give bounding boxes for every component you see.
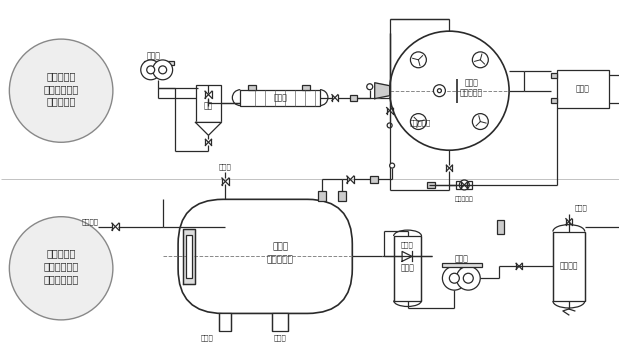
Bar: [443, 263, 482, 267]
Text: 空干燥系统图: 空干燥系统图: [43, 274, 79, 284]
Text: 硫水口: 硫水口: [201, 334, 214, 341]
Bar: [183, 228, 195, 284]
Text: 热水加热、: 热水加热、: [46, 71, 76, 81]
Bar: [319, 191, 326, 201]
Text: 过滤放空阀: 过滤放空阀: [410, 119, 431, 126]
Text: 热水管道泵: 热水管道泵: [455, 196, 474, 202]
Text: 缓冲罐: 缓冲罐: [401, 264, 415, 273]
Bar: [557, 70, 609, 107]
Polygon shape: [402, 251, 412, 261]
Text: 蒸汽型: 蒸汽型: [272, 242, 288, 251]
Text: 排污口: 排污口: [274, 334, 286, 341]
Bar: [195, 85, 221, 122]
Circle shape: [387, 123, 392, 128]
Text: 冷凝器: 冷凝器: [273, 93, 287, 102]
Circle shape: [9, 217, 113, 320]
Circle shape: [472, 114, 489, 130]
Circle shape: [141, 60, 161, 80]
Bar: [248, 85, 256, 90]
Bar: [302, 85, 310, 90]
Polygon shape: [195, 122, 221, 135]
Bar: [456, 181, 472, 189]
Text: 真空干燥器: 真空干燥器: [267, 255, 294, 264]
Polygon shape: [374, 83, 389, 99]
Text: 溶剂回收真空: 溶剂回收真空: [43, 84, 79, 94]
FancyBboxPatch shape: [178, 199, 352, 313]
Text: 真空泵: 真空泵: [454, 254, 468, 263]
Bar: [553, 232, 585, 301]
Circle shape: [438, 89, 441, 93]
Bar: [427, 182, 435, 188]
Bar: [497, 220, 504, 233]
Bar: [551, 73, 557, 78]
Circle shape: [459, 180, 469, 190]
Bar: [144, 61, 174, 65]
Text: 热水型: 热水型: [464, 78, 478, 87]
Circle shape: [147, 66, 155, 74]
Circle shape: [367, 84, 373, 90]
Text: 真空干燥器: 真空干燥器: [459, 88, 483, 97]
Circle shape: [389, 31, 509, 150]
Text: 蒸汽加热、: 蒸汽加热、: [46, 248, 76, 258]
Bar: [350, 95, 356, 101]
Text: 溶剂不回收真: 溶剂不回收真: [43, 261, 79, 271]
Circle shape: [456, 266, 480, 290]
Text: 水分离器: 水分离器: [560, 262, 578, 271]
Bar: [394, 236, 422, 301]
Text: 消毒口: 消毒口: [219, 163, 232, 170]
Text: 热水箱: 热水箱: [576, 84, 590, 93]
Text: 贮罐: 贮罐: [204, 101, 213, 110]
Circle shape: [389, 163, 394, 168]
Circle shape: [159, 66, 167, 74]
Circle shape: [410, 52, 427, 68]
Bar: [186, 235, 192, 278]
Text: 真空泵: 真空泵: [147, 51, 161, 60]
Circle shape: [9, 39, 113, 142]
Bar: [241, 90, 320, 106]
Circle shape: [463, 273, 473, 283]
Text: 排气管: 排气管: [575, 205, 588, 211]
Text: 干燥系统图: 干燥系统图: [46, 97, 76, 107]
Bar: [339, 191, 347, 201]
Bar: [272, 313, 288, 331]
Circle shape: [433, 85, 445, 97]
Circle shape: [443, 266, 466, 290]
Circle shape: [153, 60, 172, 80]
Bar: [551, 97, 557, 102]
Bar: [219, 313, 231, 331]
Circle shape: [450, 273, 459, 283]
Text: 蒸汽进口: 蒸汽进口: [81, 218, 99, 225]
Text: 逆止阀: 逆止阀: [401, 241, 414, 248]
Circle shape: [410, 114, 427, 130]
Circle shape: [472, 52, 489, 68]
Bar: [370, 176, 378, 183]
